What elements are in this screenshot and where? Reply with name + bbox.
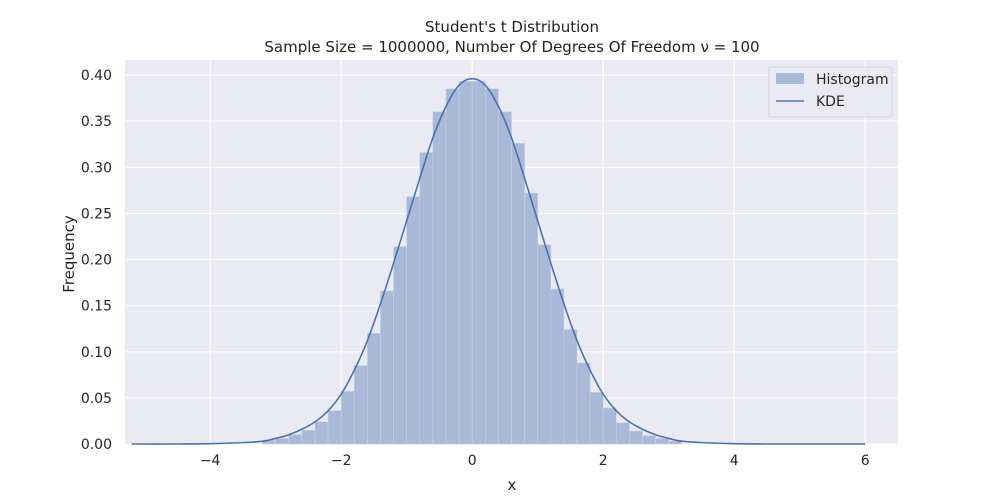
histogram-bar — [655, 438, 670, 445]
histogram-bar — [445, 88, 460, 445]
y-tick-labels: 0.00 0.05 0.10 0.15 0.20 0.25 0.30 0.35 0.40 — [81, 68, 112, 453]
y-tick-label: 0.15 — [81, 299, 112, 315]
x-tick-label: −4 — [200, 453, 221, 469]
histogram-bar — [458, 81, 473, 445]
y-tick-label: 0.20 — [81, 253, 112, 269]
histogram-bar — [367, 332, 381, 445]
histogram-bar — [406, 196, 421, 445]
histogram-bar — [340, 391, 355, 445]
x-tick-label: 4 — [730, 453, 739, 469]
legend-histogram-label: Histogram — [816, 72, 889, 88]
chart-title: Student's t Distribution — [425, 18, 599, 36]
x-tick-label: 0 — [468, 453, 477, 469]
x-tick-label: −2 — [331, 453, 352, 469]
legend-kde-label: KDE — [816, 94, 845, 110]
y-tick-label: 0.25 — [81, 206, 112, 222]
histogram-bar — [288, 434, 303, 445]
histogram-bar — [511, 142, 525, 445]
histogram-bar — [602, 407, 617, 445]
x-axis-label: x — [508, 476, 517, 494]
histogram-bar — [275, 438, 290, 445]
x-tick-label: 2 — [599, 453, 608, 469]
histogram-bar — [642, 435, 656, 445]
histogram-bar — [668, 440, 683, 445]
histogram-bar — [629, 430, 643, 445]
y-axis-label: Frequency — [60, 215, 78, 293]
histogram-bar — [314, 421, 329, 445]
histogram-bars — [262, 81, 683, 445]
histogram-bar — [550, 288, 565, 445]
x-tick-label: 6 — [861, 453, 870, 469]
y-tick-label: 0.35 — [81, 114, 112, 130]
histogram-bar — [498, 111, 512, 445]
legend-histogram-swatch — [776, 73, 804, 84]
histogram-bar — [380, 290, 394, 445]
legend: Histogram KDE — [768, 66, 893, 118]
histogram-bar — [563, 329, 578, 445]
y-tick-label: 0.30 — [81, 160, 112, 176]
chart-subtitle: Sample Size = 1000000, Number Of Degrees… — [264, 38, 759, 56]
histogram-bar — [471, 81, 486, 445]
y-tick-label: 0.10 — [81, 345, 112, 361]
y-tick-label: 0.00 — [81, 437, 112, 453]
histogram-bar — [576, 362, 591, 445]
x-tick-labels: −4 −2 0 2 4 6 — [200, 453, 870, 469]
kde-line — [131, 77, 866, 445]
histogram-bar — [327, 410, 342, 445]
histogram-bar — [589, 392, 604, 445]
histogram-bar — [393, 246, 407, 445]
histogram-bar — [616, 422, 630, 445]
y-tick-label: 0.40 — [81, 68, 112, 84]
histogram-bar — [537, 244, 552, 445]
y-tick-label: 0.05 — [81, 391, 112, 407]
histogram-bar — [353, 365, 368, 445]
histogram-bar — [484, 88, 499, 445]
histogram-bar — [419, 152, 434, 445]
histogram-bar — [524, 192, 539, 445]
histogram-bar — [432, 111, 447, 445]
histogram-bar — [301, 429, 316, 445]
